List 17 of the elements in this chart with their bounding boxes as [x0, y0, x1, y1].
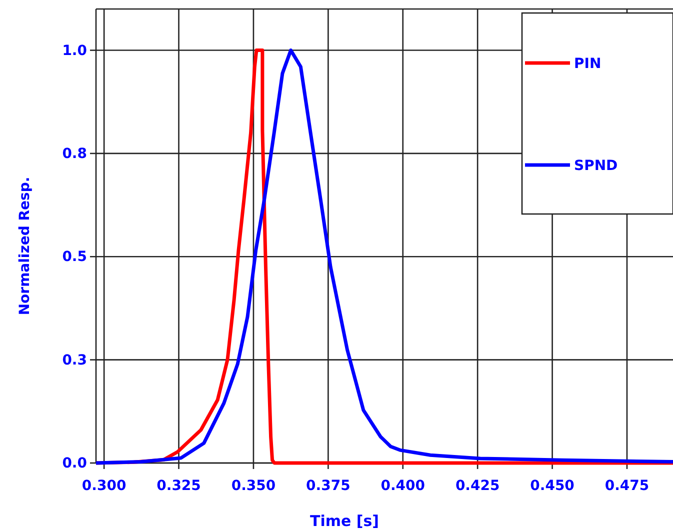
y-tick-label: 0.0	[62, 455, 88, 472]
y-tick-label: 0.8	[62, 146, 87, 162]
x-axis-title: Time [s]	[310, 512, 380, 530]
x-tick-label: 0.425	[455, 478, 500, 494]
x-tick-label: 0.325	[156, 478, 201, 494]
x-tick-label: 0.300	[82, 478, 126, 494]
x-tick-label: 0.375	[306, 478, 350, 494]
y-tick-label: 0.3	[62, 352, 87, 368]
x-tick-label: 0.400	[380, 478, 426, 494]
x-tick-label: 0.350	[231, 478, 276, 494]
y-tick-label: 0.5	[62, 249, 87, 266]
x-tick-label: 0.450	[530, 478, 575, 494]
legend-label: SPND	[574, 158, 618, 174]
y-axis-title: Normalized Resp.	[17, 176, 33, 316]
x-tick-label: 0.475	[604, 478, 650, 494]
legend-label: PIN	[574, 56, 602, 72]
y-tick-label: 1.0	[62, 42, 88, 59]
